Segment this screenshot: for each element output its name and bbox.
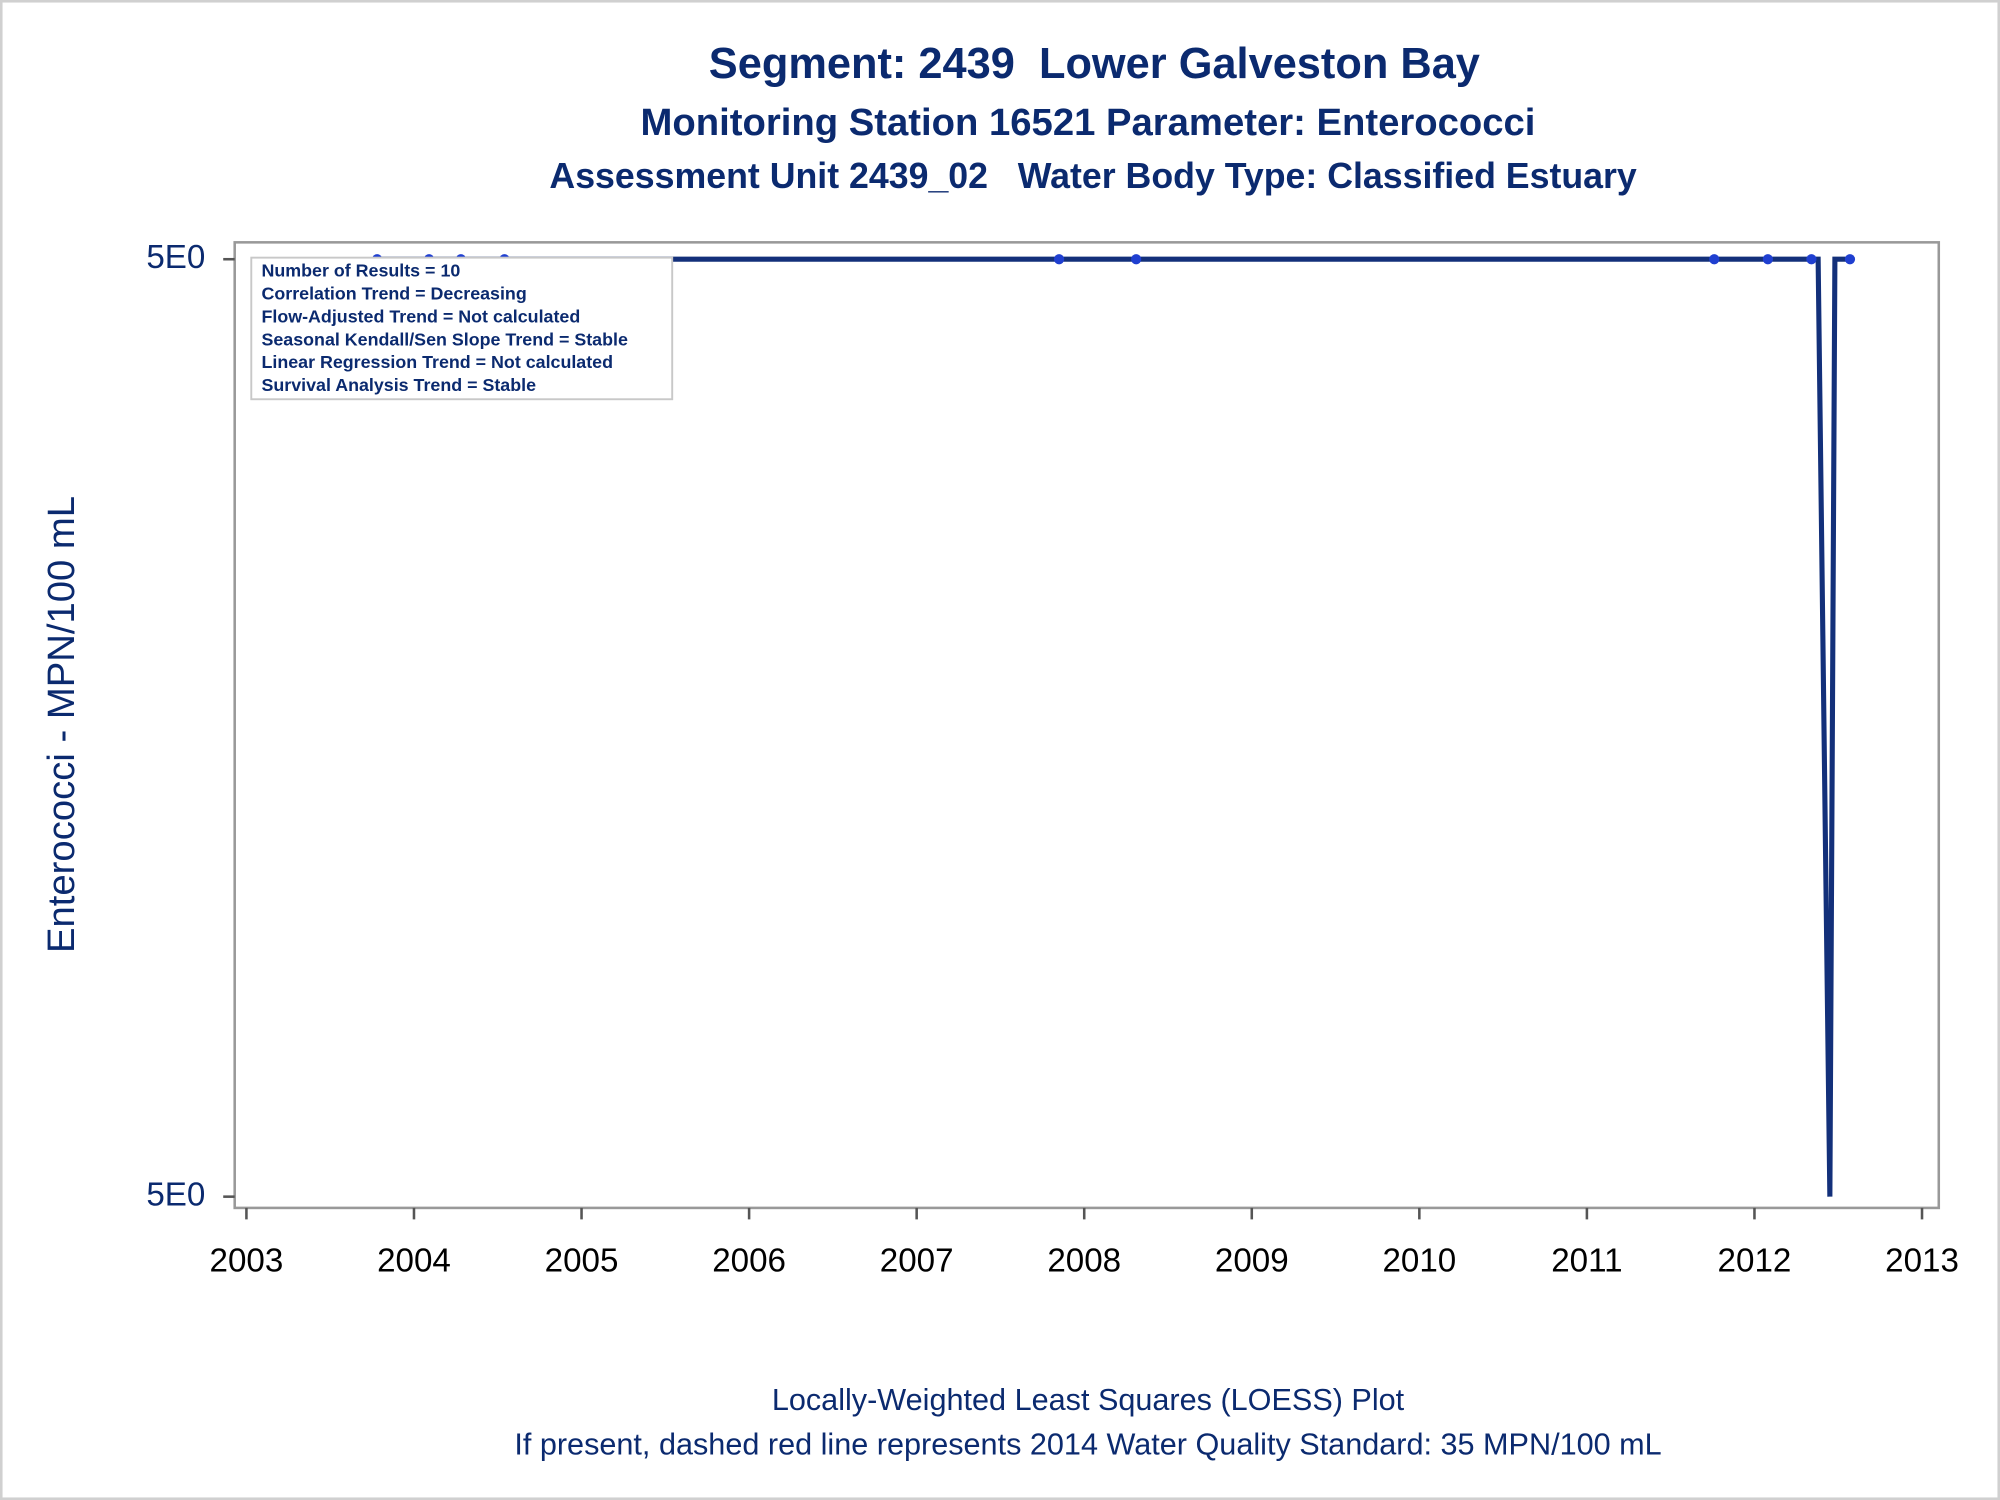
data-point (1844, 254, 1856, 265)
footnote: If present, dashed red line represents 2… (514, 1428, 1661, 1462)
x-tick-label: 2006 (712, 1243, 786, 1280)
footnote: Locally-Weighted Least Squares (LOESS) P… (772, 1383, 1405, 1417)
stats-line: Correlation Trend = Decreasing (261, 283, 526, 303)
stats-line: Number of Results = 10 (261, 260, 460, 280)
data-point (1131, 254, 1142, 265)
x-tick-label: 2007 (880, 1243, 954, 1280)
stats-line: Flow-Adjusted Trend = Not calculated (261, 306, 580, 326)
stats-line: Seasonal Kendall/Sen Slope Trend = Stabl… (261, 329, 627, 349)
x-tick-label: 2012 (1718, 1243, 1792, 1280)
x-tick-label: 2008 (1047, 1243, 1121, 1280)
stats-box (250, 256, 674, 401)
data-point (1053, 254, 1065, 265)
data-point (1762, 254, 1773, 265)
x-tick-label: 2009 (1215, 1243, 1289, 1280)
chart-title: Segment: 2439 Lower Galveston Bay (709, 40, 1480, 88)
x-tick-label: 2010 (1382, 1243, 1456, 1280)
x-tick-label: 2004 (377, 1243, 451, 1280)
chart-subtitle: Assessment Unit 2439_02 Water Body Type:… (549, 156, 1637, 196)
stats-line: Survival Analysis Trend = Stable (261, 375, 536, 395)
stats-line: Linear Regression Trend = Not calculated (261, 352, 613, 372)
data-point (1709, 254, 1720, 265)
chart-subtitle: Monitoring Station 16521 Parameter: Ente… (641, 101, 1536, 144)
data-point (1806, 254, 1817, 265)
y-axis-label: Enterococci - MPN/100 mL (40, 496, 83, 953)
x-tick-label: 2013 (1885, 1243, 1959, 1280)
plot-frame (233, 241, 1941, 1210)
y-tick-label: 5E0 (146, 239, 205, 276)
x-tick-label: 2003 (210, 1243, 284, 1280)
x-tick-label: 2005 (545, 1243, 619, 1280)
y-tick-label: 5E0 (146, 1176, 205, 1213)
x-tick-label: 2011 (1551, 1243, 1622, 1280)
